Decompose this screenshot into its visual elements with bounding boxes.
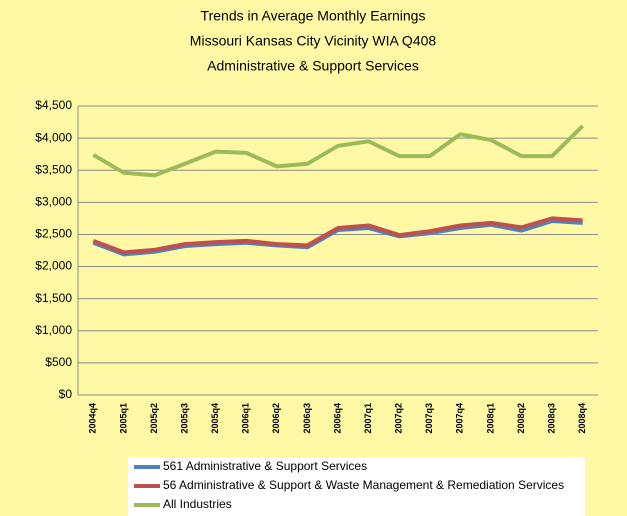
y-tick-label: $2,000: [35, 259, 72, 273]
x-tick-label: 2006q1: [241, 403, 251, 434]
legend-box: [128, 457, 585, 516]
x-tick-label: 2006q2: [271, 403, 281, 434]
x-tick-label: 2007q4: [455, 403, 465, 434]
x-tick-label: 2008q3: [546, 403, 556, 434]
x-tick-label: 2007q1: [363, 403, 373, 434]
y-tick-label: $1,500: [35, 291, 72, 305]
x-tick-label: 2008q2: [516, 403, 526, 434]
y-tick-label: $0: [59, 387, 73, 401]
y-tick-label: $2,500: [35, 227, 72, 241]
legend-label: All Industries: [163, 497, 232, 511]
x-tick-label: 2006q3: [302, 403, 312, 434]
x-tick-label: 2008q4: [577, 403, 587, 434]
x-tick-label: 2007q3: [424, 403, 434, 434]
y-tick-label: $500: [45, 355, 72, 369]
chart-subtitle: Missouri Kansas City Vicinity WIA Q408: [190, 33, 437, 49]
y-tick-label: $1,000: [35, 323, 72, 337]
x-tick-label: 2005q1: [118, 403, 128, 434]
x-tick-label: 2007q2: [394, 403, 404, 434]
series-line: [92, 216, 583, 255]
x-tick-label: 2008q1: [485, 403, 495, 434]
legend-label: 56 Administrative & Support & Waste Mana…: [163, 478, 564, 492]
legend-label: 561 Administrative & Support Services: [163, 459, 367, 473]
x-tick-label: 2005q3: [179, 403, 189, 434]
chart-title: Trends in Average Monthly Earnings: [201, 8, 426, 24]
chart-subtitle: Administrative & Support Services: [207, 58, 419, 74]
series-line: [92, 124, 585, 178]
y-tick-label: $3,500: [35, 162, 72, 176]
x-tick-label: 2006q4: [332, 403, 342, 434]
y-tick-label: $4,500: [35, 98, 72, 112]
x-tick-label: 2004q4: [88, 403, 98, 434]
y-tick-label: $3,000: [35, 195, 72, 209]
x-tick-label: 2005q2: [149, 403, 159, 434]
y-tick-label: $4,000: [35, 130, 72, 144]
x-tick-label: 2005q4: [210, 403, 220, 434]
